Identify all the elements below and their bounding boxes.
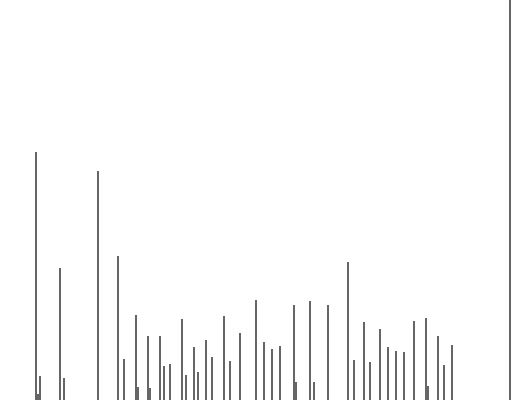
bar-46 (451, 345, 453, 400)
bar-23 (239, 333, 241, 400)
bar-2 (39, 376, 41, 400)
bar-3 (59, 268, 61, 400)
bar-19 (205, 340, 207, 400)
bar-42 (425, 318, 427, 400)
bar-33 (347, 262, 349, 400)
bar-28 (293, 305, 295, 400)
bar-4 (63, 378, 65, 400)
bar-13 (163, 366, 165, 400)
bar-40 (403, 352, 405, 400)
bar-47 (509, 0, 511, 400)
bar-10 (147, 336, 149, 400)
bar-21 (223, 316, 225, 400)
bar-32 (327, 305, 329, 400)
bar-34 (353, 360, 355, 400)
bar-15 (181, 319, 183, 400)
bar-39 (395, 351, 397, 400)
bar-6 (117, 256, 119, 400)
bar-25 (263, 342, 265, 400)
bar-0 (35, 152, 37, 400)
bar-16 (185, 375, 187, 400)
bar-43 (427, 386, 429, 400)
bar-14 (169, 364, 171, 400)
bar-9 (137, 387, 139, 400)
bar-26 (271, 349, 273, 400)
bar-22 (229, 361, 231, 400)
bar-11 (149, 388, 151, 400)
bar-8 (135, 315, 137, 400)
bar-17 (193, 347, 195, 400)
bar-1 (37, 394, 39, 400)
bar-5 (97, 171, 99, 400)
bar-36 (369, 362, 371, 400)
bar-38 (387, 347, 389, 400)
bar-31 (313, 382, 315, 400)
bar-45 (443, 365, 445, 400)
bar-41 (413, 321, 415, 400)
bar-20 (211, 357, 213, 400)
bar-18 (197, 372, 199, 400)
bar-30 (309, 301, 311, 400)
bar-37 (379, 329, 381, 400)
bar-24 (255, 300, 257, 400)
bar-7 (123, 359, 125, 400)
bar-44 (437, 336, 439, 400)
bar-27 (279, 346, 281, 400)
bar-35 (363, 322, 365, 400)
bar-12 (159, 336, 161, 400)
bar-29 (295, 382, 297, 400)
